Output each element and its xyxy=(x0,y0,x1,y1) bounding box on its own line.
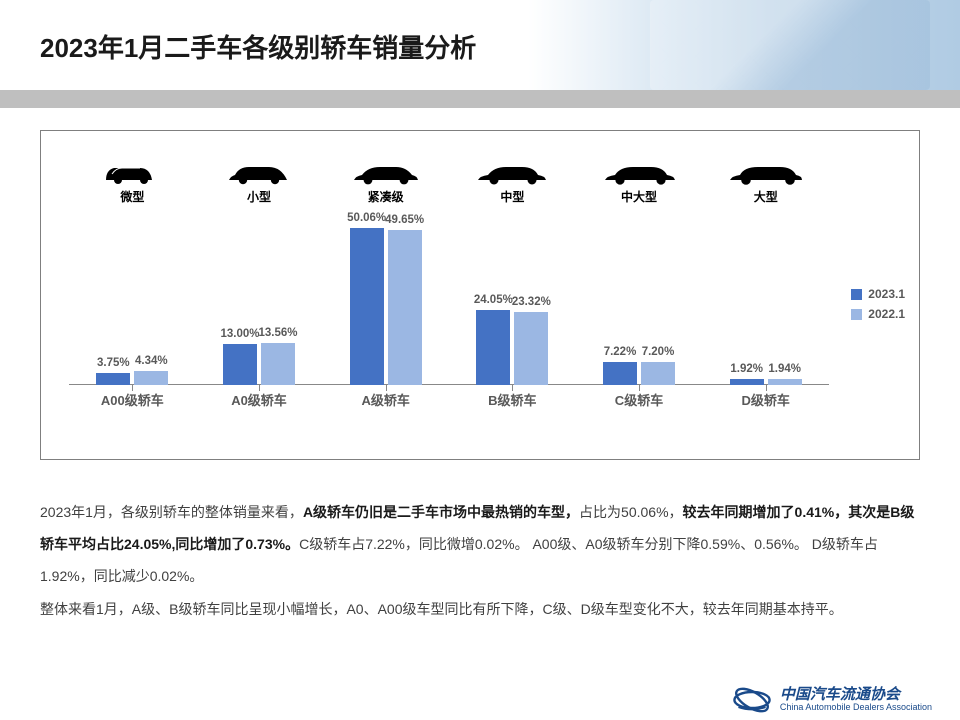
bar-group: 50.06%49.65% xyxy=(350,228,422,385)
bar-value-label: 7.22% xyxy=(604,346,637,358)
bar: 1.92% xyxy=(730,379,764,385)
car-type-cell: 紧凑级 xyxy=(322,139,449,205)
car-type-label: 紧凑级 xyxy=(368,188,404,205)
bar: 24.05% xyxy=(476,310,510,385)
car-silhouette-icon xyxy=(96,156,168,186)
paragraph-1: 2023年1月，各级别轿车的整体销量来看，A级轿车仍旧是二手车市场中最热销的车型… xyxy=(40,496,920,593)
legend-label: 2023.1 xyxy=(868,287,905,301)
bar-value-label: 1.94% xyxy=(768,363,801,375)
car-silhouette-icon xyxy=(223,156,295,186)
bar: 13.00% xyxy=(223,344,257,385)
bar: 7.22% xyxy=(603,362,637,385)
page-title: 2023年1月二手车各级别轿车销量分析 xyxy=(40,28,476,65)
bar: 13.56% xyxy=(261,343,295,385)
bar-group: 13.00%13.56% xyxy=(223,343,295,385)
chart-container: 微型小型紧凑级中型中大型大型 3.75%4.34%A00级轿车13.00%13.… xyxy=(40,130,920,460)
header-divider xyxy=(0,90,960,108)
bar-value-label: 23.32% xyxy=(512,296,551,308)
legend-swatch xyxy=(851,309,862,320)
car-type-label: 微型 xyxy=(120,188,144,205)
bar-value-label: 13.56% xyxy=(258,327,297,339)
car-silhouette-icon xyxy=(350,156,422,186)
bar: 1.94% xyxy=(768,379,802,385)
car-type-cell: 中大型 xyxy=(576,139,703,205)
category-label: B级轿车 xyxy=(488,390,536,409)
x-axis-line xyxy=(69,384,829,385)
car-silhouette-icon xyxy=(730,156,802,186)
category-label: D级轿车 xyxy=(741,390,789,409)
footer-text: 中国汽车流通协会 China Automobile Dealers Associ… xyxy=(780,687,932,713)
bar-value-label: 4.34% xyxy=(135,355,168,367)
footer-logo: 中国汽车流通协会 China Automobile Dealers Associ… xyxy=(732,686,932,714)
bar-value-label: 3.75% xyxy=(97,357,130,369)
legend-swatch xyxy=(851,289,862,300)
bar-group: 1.92% 1.94% xyxy=(730,379,802,385)
category-label: A0级轿车 xyxy=(231,390,287,409)
cada-logo-icon xyxy=(732,686,772,714)
car-type-icon-row: 微型 小型 紧凑级 中型 中大型 大型 xyxy=(69,139,829,205)
car-type-label: 小型 xyxy=(247,188,271,205)
category-label: A级轿车 xyxy=(361,390,409,409)
legend-label: 2022.1 xyxy=(868,307,905,321)
car-type-cell: 中型 xyxy=(449,139,576,205)
bar-group: 7.22%7.20% xyxy=(603,362,675,385)
bar-value-label: 13.00% xyxy=(220,328,259,340)
bar-value-label: 49.65% xyxy=(385,214,424,226)
bar: 4.34% xyxy=(134,371,168,385)
slide: 2023年1月二手车各级别轿车销量分析 微型 小型 紧凑级 中型 中大型 大型 3.75%… xyxy=(0,0,960,720)
bar: 3.75% xyxy=(96,373,130,385)
category-label: A00级轿车 xyxy=(101,390,164,409)
footer-org-cn: 中国汽车流通协会 xyxy=(780,687,932,704)
bar-value-label: 24.05% xyxy=(474,294,513,306)
bar-value-label: 50.06% xyxy=(347,212,386,224)
analysis-text: 2023年1月，各级别轿车的整体销量来看，A级轿车仍旧是二手车市场中最热销的车型… xyxy=(40,496,920,625)
bar: 7.20% xyxy=(641,362,675,385)
footer-org-en: China Automobile Dealers Association xyxy=(780,703,932,713)
bar-value-label: 7.20% xyxy=(642,346,675,358)
chart-legend: 2023.1 2022.1 xyxy=(851,287,905,327)
header-decoration-cubes xyxy=(650,0,930,90)
car-type-label: 大型 xyxy=(754,188,778,205)
category-label: C级轿车 xyxy=(615,390,663,409)
legend-item: 2022.1 xyxy=(851,307,905,321)
legend-item: 2023.1 xyxy=(851,287,905,301)
bar: 23.32% xyxy=(514,312,548,385)
bar: 49.65% xyxy=(388,230,422,385)
car-type-cell: 大型 xyxy=(702,139,829,205)
bar: 50.06% xyxy=(350,228,384,385)
car-type-cell: 小型 xyxy=(196,139,323,205)
car-type-label: 中型 xyxy=(500,188,524,205)
car-type-label: 中大型 xyxy=(621,188,657,205)
paragraph-2: 整体来看1月，A级、B级轿车同比呈现小幅增长，A0、A00级车型同比有所下降，C… xyxy=(40,593,920,625)
bar-group: 24.05%23.32% xyxy=(476,310,548,385)
car-silhouette-icon xyxy=(603,156,675,186)
bar-value-label: 1.92% xyxy=(730,363,763,375)
car-type-cell: 微型 xyxy=(69,139,196,205)
bar-group: 3.75% 4.34% xyxy=(96,371,168,385)
bar-chart-plot: 3.75%4.34%A00级轿车13.00%13.56%A0级轿车50.06%4… xyxy=(69,213,829,413)
car-silhouette-icon xyxy=(476,156,548,186)
